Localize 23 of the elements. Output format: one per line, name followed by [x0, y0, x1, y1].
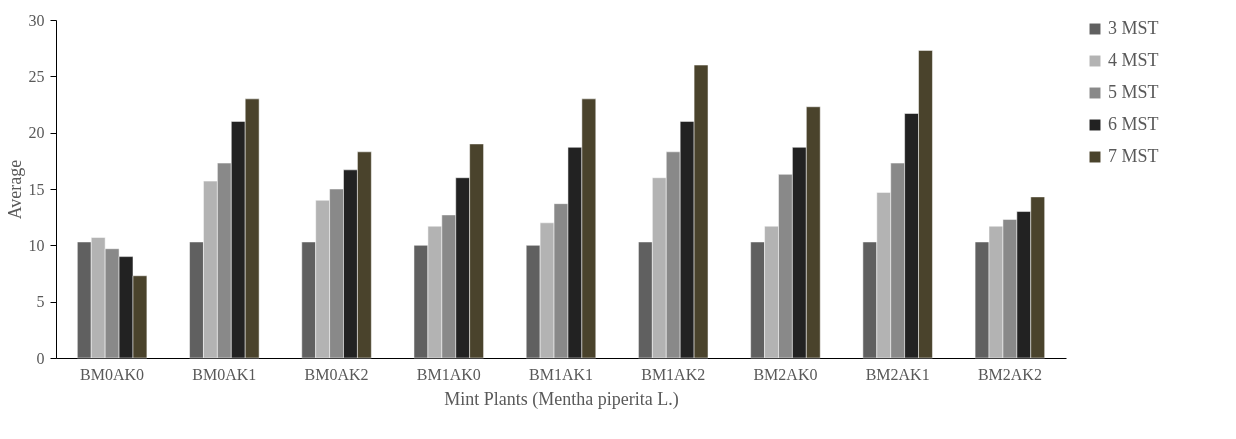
y-tick-label: 10	[28, 236, 45, 254]
x-tick-label: BM2AK1	[865, 365, 930, 383]
x-tick-label: BM0AK2	[304, 365, 369, 383]
x-tick-label: BM2AK2	[977, 365, 1042, 383]
y-axis-title: Average	[4, 159, 25, 220]
y-tick-label: 30	[28, 11, 45, 29]
x-tick-label: BM1AK0	[416, 365, 481, 383]
x-tick-label: BM2AK0	[753, 365, 818, 383]
x-tick-label: BM1AK2	[641, 365, 706, 383]
x-tick-label: BM0AK0	[80, 365, 145, 383]
y-tick-label: 0	[36, 349, 45, 367]
y-tick-label: 5	[36, 293, 45, 311]
legend-label: 6 MST	[1108, 114, 1159, 134]
legend-label: 5 MST	[1108, 82, 1159, 102]
y-tick-label: 25	[28, 67, 45, 85]
x-axis-title: Mint Plants (Mentha piperita L.)	[444, 388, 679, 410]
y-tick-label: 15	[28, 180, 45, 198]
y-tick-label: 20	[28, 124, 45, 142]
x-tick-label: BM1AK1	[528, 365, 594, 383]
legend-label: 3 MST	[1108, 18, 1159, 38]
legend-label: 4 MST	[1108, 50, 1159, 70]
legend-label: 7 MST	[1108, 146, 1159, 166]
x-tick-label: BM0AK1	[192, 365, 257, 383]
